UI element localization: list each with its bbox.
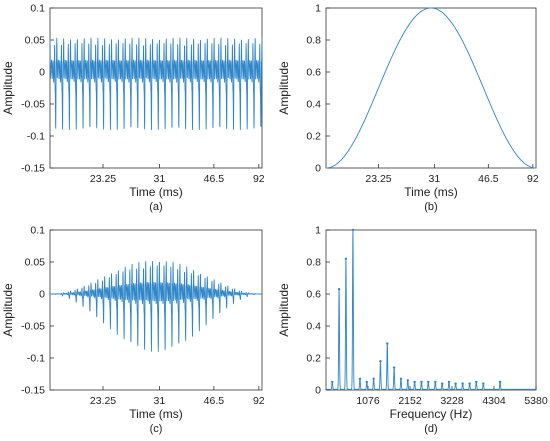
x-tick-label: 92 [527,173,539,185]
panel-a: -0.15 -0.1 -0.05 0 0.05 0.1 23.25 31 46.5 92 Time … [1,3,265,214]
panel-d: 0 0.2 0.4 0.6 0.8 1 1076 2152 3228 4304 5380 Freque… [277,225,548,436]
panel-caption: (b) [424,201,437,213]
y-axis-label: Amplitude [277,283,291,337]
x-tick-label: 92 [253,395,265,407]
panel-caption: (a) [149,201,162,213]
y-tick-label: 0.1 [30,225,45,237]
y-tick-label: -0.1 [27,353,45,365]
y-axis-label: Amplitude [1,283,15,337]
panel-caption: (c) [150,423,163,435]
y-tick-label: -0.05 [21,321,45,333]
x-tick-label: 2152 [398,395,422,407]
series-line [49,37,263,131]
x-tick-label: 23.25 [90,173,116,185]
y-tick-label: 0.4 [306,321,321,333]
y-axis-label: Amplitude [277,61,291,115]
x-tick-label: 5380 [524,395,548,407]
y-tick-label: 1 [315,3,321,15]
x-tick-label: 31 [154,395,166,407]
x-tick-label: 92 [253,173,265,185]
x-tick-label: 23.25 [90,395,116,407]
x-tick-label: 23.25 [365,173,391,185]
y-tick-label: 0.8 [306,257,321,269]
panel-caption: (d) [424,423,437,435]
y-tick-label: 0 [315,163,321,175]
series-line [325,229,537,390]
x-axis-label: Time (ms) [404,185,458,199]
y-tick-label: 0 [315,385,321,397]
y-tick-label: 0.05 [25,257,46,269]
y-tick-label: 1 [315,225,321,237]
y-tick-label: 0.2 [306,353,321,365]
y-tick-label: 0.6 [306,67,321,79]
y-tick-label: -0.15 [21,385,45,397]
y-tick-label: 0.1 [30,3,45,15]
y-tick-label: -0.1 [27,131,45,143]
x-axis-label: Time (ms) [129,407,183,421]
x-tick-label: 31 [154,173,166,185]
x-tick-label: 46.5 [204,173,225,185]
series-line [49,260,263,352]
x-tick-label: 31 [429,173,441,185]
x-tick-label: 46.5 [204,395,225,407]
x-tick-label: 1076 [356,395,380,407]
y-tick-label: 0.8 [306,35,321,47]
axes-box [49,229,263,391]
x-axis-label: Frequency (Hz) [390,407,473,421]
axes-box [325,229,537,391]
panel-c: -0.15 -0.1 -0.05 0 0.05 0.1 23.25 31 46.5 92 Time … [1,225,265,436]
y-tick-label: 0 [39,67,45,79]
axes-box [49,7,263,169]
y-tick-label: 0 [39,289,45,301]
x-axis-label: Time (ms) [129,185,183,199]
x-tick-label: 46.5 [478,173,499,185]
x-tick-label: 3228 [440,395,464,407]
y-tick-label: 0.4 [306,99,321,111]
series-line [325,7,537,169]
y-tick-label: 0.2 [306,131,321,143]
y-tick-label: -0.15 [21,163,45,175]
x-tick-label: 4304 [482,395,506,407]
y-tick-label: -0.05 [21,99,45,111]
y-tick-label: 0.05 [25,35,46,47]
axes-box [325,7,537,169]
panel-b: 0 0.2 0.4 0.6 0.8 1 23.25 31 46.5 92 Time (ms) Ampl… [277,3,539,214]
y-axis-label: Amplitude [1,61,15,115]
y-tick-label: 0.6 [306,289,321,301]
